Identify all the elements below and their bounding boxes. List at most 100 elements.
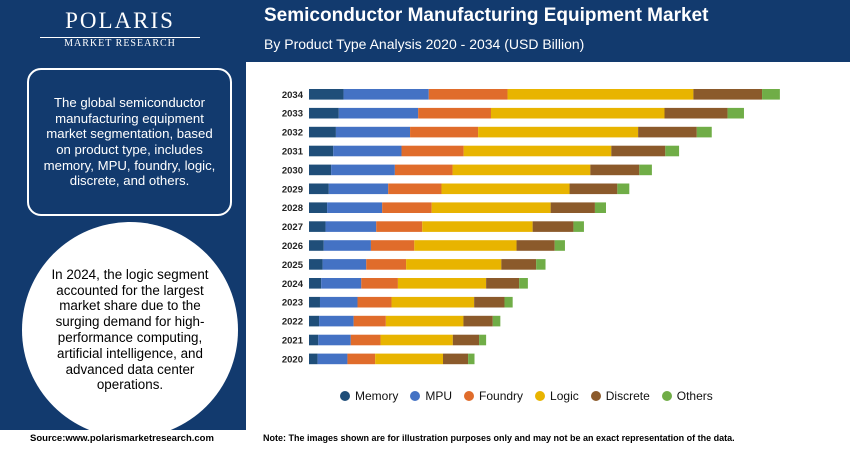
bar-discrete-2023 [474,296,505,308]
bar-memory-2028 [309,202,328,213]
stacked-bar-chart: 2034 2033 2032 2031 2030 2029 2028 2027 2026 2025… [282,89,780,365]
year-label-2022: 2022 [282,317,303,328]
bar-discrete-2025 [501,259,537,270]
bar-foundry-2032 [410,126,479,138]
logo-name: POLARIS [65,8,175,33]
year-label-2020: 2020 [282,354,303,365]
bar-others-2021 [479,334,487,346]
bar-others-2020 [468,353,475,365]
bar-others-2026 [554,240,565,251]
bar-logic-2033 [490,107,665,119]
bar-discrete-2030 [590,164,640,176]
year-label-2023: 2023 [282,298,303,309]
bar-discrete-2021 [452,334,480,346]
highlight-circle: In 2024, the logic segment accounted for… [22,222,238,438]
legend-swatch-mpu [410,391,421,401]
bar-logic-2032 [478,126,639,138]
bar-memory-2027 [309,221,326,232]
bar-logic-2023 [391,296,475,308]
bar-mpu-2023 [319,296,358,308]
bar-logic-2024 [397,278,487,289]
bar-memory-2026 [309,240,324,251]
bar-foundry-2023 [357,296,392,308]
year-label-2031: 2031 [282,147,304,158]
bar-discrete-2027 [532,221,574,232]
bar-logic-2025 [406,259,502,270]
bar-others-2034 [762,89,780,100]
bar-mpu-2030 [331,164,395,176]
legend-item-foundry: Foundry [464,389,523,403]
legend-item-logic: Logic [535,389,579,403]
bar-mpu-2033 [338,107,419,119]
year-label-2024: 2024 [282,279,304,290]
bar-logic-2030 [452,164,591,176]
chart-subtitle: By Product Type Analysis 2020 - 2034 (US… [264,36,585,52]
bar-mpu-2027 [325,221,377,232]
bar-memory-2031 [309,145,334,157]
bar-foundry-2025 [366,259,407,270]
bar-logic-2022 [385,315,464,327]
bar-discrete-2032 [638,126,697,138]
bar-memory-2030 [309,164,332,176]
bar-others-2025 [536,259,546,270]
bar-foundry-2028 [382,202,432,213]
bar-memory-2020 [309,353,318,365]
bar-others-2027 [573,221,584,232]
year-label-2030: 2030 [282,165,303,176]
logo-subtitle: MARKET RESEARCH [64,38,176,49]
legend-label-logic: Logic [550,389,579,403]
bar-memory-2032 [309,126,336,138]
bar-discrete-2029 [569,183,618,195]
legend-item-mpu: MPU [410,389,452,403]
bar-logic-2034 [507,89,694,100]
bar-foundry-2031 [401,145,464,157]
left-panel: POLARIS MARKET RESEARCH The global semic… [0,0,246,438]
bar-memory-2021 [309,334,319,346]
legend-swatch-logic [535,391,546,401]
bar-mpu-2034 [343,89,429,100]
disclaimer-note: Note: The images shown are for illustrat… [263,433,735,443]
legend-swatch-memory [340,391,350,401]
bar-mpu-2031 [333,145,402,157]
bar-discrete-2020 [443,353,469,365]
legend-swatch-discrete [590,391,601,401]
bar-logic-2027 [422,221,533,232]
legend-item-others: Others [661,389,713,403]
legend-item-discrete: Discrete [590,389,650,403]
bar-memory-2033 [309,107,339,119]
bar-mpu-2026 [323,240,371,251]
bar-others-2030 [639,164,652,176]
bar-logic-2028 [431,202,551,213]
bar-discrete-2026 [516,240,555,251]
bar-foundry-2030 [394,164,453,176]
year-label-2028: 2028 [282,203,303,214]
bar-others-2023 [504,296,513,308]
bar-discrete-2022 [463,315,493,327]
bar-foundry-2024 [361,278,398,289]
bar-foundry-2026 [370,240,415,251]
year-label-2034: 2034 [282,90,304,101]
bar-discrete-2028 [550,202,595,213]
bar-mpu-2024 [321,278,362,289]
highlight-text: In 2024, the logic segment accounted for… [51,266,209,393]
bar-mpu-2022 [319,315,354,327]
bar-others-2024 [519,278,528,289]
bar-foundry-2021 [350,334,381,346]
year-label-2021: 2021 [282,336,304,347]
bar-others-2029 [617,183,630,195]
bar-mpu-2021 [318,334,351,346]
bar-others-2031 [665,145,680,157]
legend-label-foundry: Foundry [479,389,524,403]
legend-label-discrete: Discrete [605,389,650,403]
bar-logic-2021 [380,334,453,346]
year-label-2029: 2029 [282,184,303,195]
bar-memory-2029 [309,183,329,195]
bar-others-2022 [492,315,501,327]
chart-legend: Memory MPU Foundry Logic Discrete Others [340,389,713,403]
bar-memory-2023 [309,296,320,308]
legend-item-memory: Memory [340,389,398,403]
year-label-2033: 2033 [282,109,303,120]
bar-discrete-2031 [611,145,666,157]
segmentation-callout-text: The global semiconductor manufacturing e… [43,95,216,189]
